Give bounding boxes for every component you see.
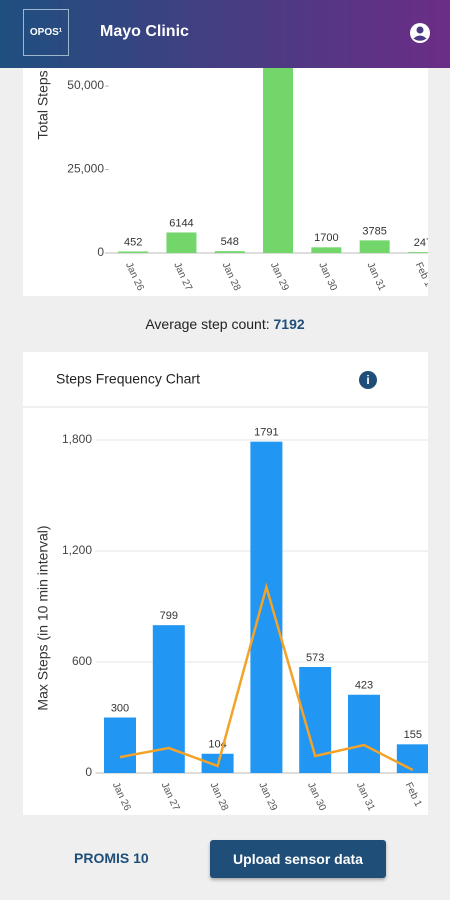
bar <box>166 232 197 253</box>
value-label: 452 <box>124 236 142 248</box>
x-tick-label: Jan 26 <box>110 781 133 813</box>
x-tick-label: Jan 28 <box>207 781 230 813</box>
x-tick-label: Jan 29 <box>268 261 291 293</box>
x-tick-label: Jan 27 <box>171 261 194 293</box>
info-icon[interactable] <box>359 371 377 389</box>
x-tick-label: Jan 29 <box>256 781 279 813</box>
value-label: 423 <box>355 680 373 692</box>
bar <box>348 694 380 773</box>
x-tick-label: Jan 30 <box>316 261 339 293</box>
bar <box>250 441 283 773</box>
bar <box>407 252 428 253</box>
x-tick-label: Feb 1 <box>403 781 424 809</box>
y-axis-title: Max Steps (in 10 min interval) <box>35 525 51 710</box>
info-glyph: i <box>366 373 369 387</box>
app-bar: OPOS¹ Mayo Clinic <box>0 0 450 68</box>
y-tick-label: 1,200 <box>62 543 92 557</box>
x-tick-label: Jan 31 <box>354 781 377 813</box>
y-tick-label: 0 <box>85 765 92 779</box>
app-title: Mayo Clinic <box>100 23 189 40</box>
frequency-card: Steps Frequency Chart i 0 600 1,200 1,800 Ma… <box>23 352 428 815</box>
y-tick-label: 0 <box>97 245 104 259</box>
value-label: 300 <box>111 702 129 714</box>
average-label: Average step count: <box>145 316 270 332</box>
x-tick-label: Jan 31 <box>365 261 388 293</box>
x-tick-label: Jan 26 <box>123 261 146 293</box>
value-label: 573 <box>306 652 324 664</box>
promis-link[interactable]: PROMIS 10 <box>74 850 149 866</box>
x-tick-label: Jan 27 <box>159 781 182 813</box>
bar <box>104 717 136 773</box>
value-label: 3785 <box>362 225 386 237</box>
account-icon[interactable] <box>409 22 431 44</box>
card-title: Steps Frequency Chart <box>56 371 200 387</box>
bar <box>263 52 294 254</box>
y-tick-label: 600 <box>72 654 92 668</box>
upload-button[interactable]: Upload sensor data <box>210 840 386 878</box>
value-label: 155 <box>404 729 422 741</box>
x-tick-label: Jan 28 <box>220 261 243 293</box>
value-label: 1791 <box>254 427 278 439</box>
logo[interactable]: OPOS¹ <box>23 9 69 56</box>
y-axis-title: Total Steps <box>35 70 51 139</box>
average-step-count: Average step count: 7192 <box>0 316 450 332</box>
value-label: 1700 <box>314 232 338 244</box>
bar <box>311 247 342 253</box>
y-tick-label: 25,000 <box>67 162 104 176</box>
average-value: 7192 <box>273 316 305 332</box>
x-tick-label: Feb 1 <box>413 261 428 289</box>
bar <box>214 251 245 253</box>
value-label: 247 <box>414 237 428 249</box>
value-label: 548 <box>221 236 239 248</box>
bar <box>118 251 149 253</box>
value-label: 6144 <box>169 217 193 229</box>
value-label: 799 <box>160 610 178 622</box>
bar <box>396 744 428 773</box>
x-tick-label: Jan 30 <box>305 781 328 813</box>
line <box>119 582 414 772</box>
y-tick-label: 1,800 <box>62 432 92 446</box>
bar <box>359 240 390 253</box>
y-tick-label: 50,000 <box>67 78 104 92</box>
